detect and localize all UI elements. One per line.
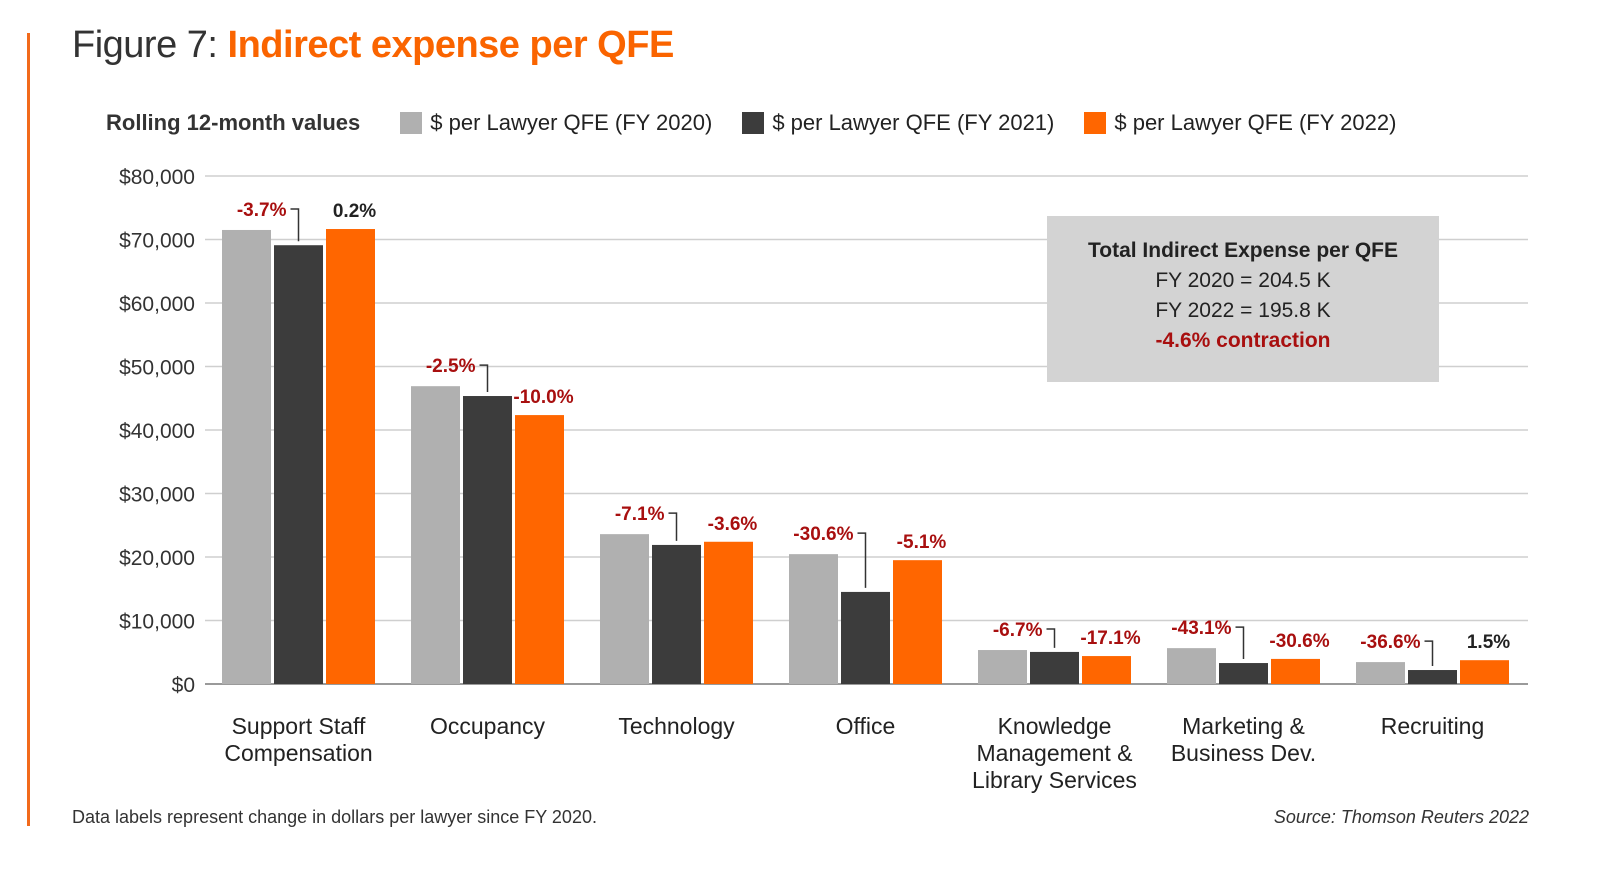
- legend-item-fy2020: $ per Lawyer QFE (FY 2020): [400, 110, 712, 136]
- leader-line: [479, 364, 489, 393]
- data-label-fy2021: -43.1%: [1171, 618, 1231, 639]
- bar-fy2022: [1082, 656, 1131, 684]
- callout-heading: Total Indirect Expense per QFE: [1087, 239, 1399, 262]
- bar-fy2021: [1408, 670, 1457, 684]
- legend-label-fy2020: $ per Lawyer QFE (FY 2020): [430, 110, 713, 135]
- total-expense-callout: Total Indirect Expense per QFE FY 2020 =…: [1047, 216, 1439, 382]
- data-label-fy2021: -30.6%: [793, 524, 853, 545]
- y-tick-label: $40,000: [119, 420, 195, 443]
- data-label-fy2021: -7.1%: [615, 504, 665, 525]
- bar-fy2021: [841, 591, 890, 684]
- x-category-label: Compensation: [224, 740, 372, 766]
- y-tick-label: $60,000: [119, 293, 195, 316]
- figure-prefix: Figure 7:: [72, 24, 218, 66]
- y-tick-label: $70,000: [119, 230, 195, 253]
- data-label-fy2022: -17.1%: [1080, 628, 1140, 649]
- bar-fy2020: [1356, 662, 1405, 684]
- bar-fy2021: [274, 245, 323, 684]
- bar-fy2021: [1219, 663, 1268, 684]
- data-label-fy2021: -3.7%: [237, 200, 287, 221]
- x-category-label: Support Staff: [232, 713, 366, 739]
- bar-fy2022: [1271, 658, 1320, 684]
- bar-fy2020: [789, 554, 838, 684]
- data-label-fy2022: -3.6%: [708, 514, 758, 535]
- bar-fy2020: [222, 229, 271, 684]
- data-label-fy2022: -10.0%: [513, 387, 573, 408]
- y-tick-label: $30,000: [119, 484, 195, 507]
- bar-fy2021: [652, 544, 701, 684]
- legend-swatch-fy2021: [742, 112, 765, 134]
- leader-line: [1046, 628, 1056, 648]
- data-label-fy2022: 1.5%: [1467, 632, 1510, 653]
- leader-line: [1424, 640, 1434, 667]
- data-label-fy2022: 0.2%: [333, 201, 376, 222]
- legend-label-fy2021: $ per Lawyer QFE (FY 2021): [772, 110, 1055, 135]
- bar-fy2022: [893, 560, 942, 684]
- bar-fy2022: [326, 229, 375, 684]
- bar-fy2022: [704, 541, 753, 684]
- footnote: Data labels represent change in dollars …: [72, 807, 597, 827]
- legend-swatch-fy2022: [1084, 112, 1107, 134]
- y-tick-label: $50,000: [119, 357, 195, 380]
- leader-line: [857, 532, 867, 588]
- accent-rule: [27, 33, 30, 826]
- bar-fy2020: [600, 534, 649, 684]
- legend-item-fy2021: $ per Lawyer QFE (FY 2021): [742, 110, 1054, 136]
- data-label-fy2022: -5.1%: [897, 532, 947, 553]
- bar-fy2021: [1030, 651, 1079, 684]
- legend-swatch-fy2020: [400, 112, 423, 134]
- bar-fy2021: [463, 396, 512, 684]
- source-credit: Source: Thomson Reuters 2022: [1273, 807, 1529, 827]
- bar-fy2022: [515, 415, 564, 684]
- x-category-label: Recruiting: [1381, 713, 1485, 739]
- legend-heading: Rolling 12-month values: [106, 110, 361, 135]
- bar-fy2020: [1167, 648, 1216, 684]
- leader-line: [1235, 626, 1245, 660]
- x-category-label: Technology: [618, 713, 735, 739]
- leader-line: [668, 512, 678, 541]
- figure-main-title: Indirect expense per QFE: [227, 24, 675, 66]
- x-category-label: Office: [836, 713, 896, 739]
- data-label-fy2021: -36.6%: [1360, 632, 1420, 653]
- y-tick-label: $80,000: [119, 166, 195, 189]
- callout-contraction: -4.6% contraction: [1155, 329, 1331, 352]
- x-category-label: Management &: [977, 740, 1133, 766]
- x-category-label: Occupancy: [430, 713, 546, 739]
- data-label-fy2021: -6.7%: [993, 620, 1043, 641]
- data-label-fy2021: -2.5%: [426, 356, 476, 377]
- legend-label-fy2022: $ per Lawyer QFE (FY 2022): [1114, 110, 1397, 135]
- data-label-fy2022: -30.6%: [1269, 631, 1329, 652]
- y-tick-label: $0: [172, 674, 195, 697]
- y-tick-label: $10,000: [119, 611, 195, 634]
- x-category-label: Business Dev.: [1171, 740, 1316, 766]
- bar-fy2020: [978, 650, 1027, 684]
- callout-fy2020: FY 2020 = 204.5 K: [1155, 269, 1331, 292]
- legend: Rolling 12-month values $ per Lawyer QFE…: [106, 106, 1426, 140]
- callout-fy2022: FY 2022 = 195.8 K: [1155, 299, 1331, 322]
- figure-title: Figure 7: Indirect expense per QFE: [72, 24, 674, 67]
- x-category-label: Marketing &: [1182, 713, 1305, 739]
- x-category-label: Knowledge: [998, 713, 1112, 739]
- legend-item-fy2022: $ per Lawyer QFE (FY 2022): [1084, 110, 1396, 136]
- bar-fy2020: [411, 386, 460, 684]
- x-category-label: Library Services: [972, 767, 1137, 793]
- leader-line: [290, 208, 300, 242]
- y-tick-label: $20,000: [119, 547, 195, 570]
- bar-fy2022: [1460, 660, 1509, 684]
